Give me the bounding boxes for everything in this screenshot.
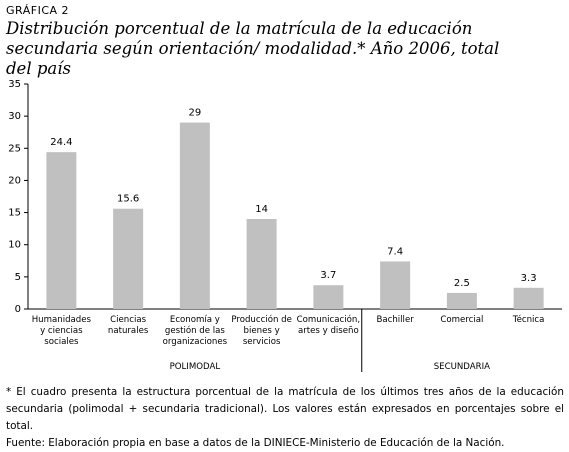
value-label: 29 [189, 108, 202, 119]
value-label: 24.4 [50, 137, 72, 148]
y-tick-label: 25 [8, 143, 21, 154]
bar [446, 292, 477, 309]
value-label: 2.5 [454, 278, 470, 289]
value-label: 3.3 [521, 273, 537, 284]
group-label: POLIMODAL [169, 362, 221, 372]
x-tick-label: Ciencias naturales [107, 315, 149, 336]
y-tick-label: 30 [8, 111, 21, 122]
x-tick-label: Técnica [512, 315, 545, 325]
x-tick-label: Producción de bienes y servicios [231, 315, 292, 347]
bar [179, 122, 210, 309]
page: {"chart_data": {"type": "bar", "label": … [6, 4, 564, 449]
chart-label: GRÁFICA 2 [6, 4, 70, 17]
x-tick-label: Humanidades y ciencias sociales [31, 315, 92, 347]
bar [380, 261, 411, 309]
value-label: 7.4 [387, 246, 403, 257]
bar [46, 152, 77, 309]
y-tick-label: 35 [8, 79, 21, 90]
y-tick-label: 15 [8, 208, 21, 219]
x-tick-label: Economía y gestión de las organizaciones [162, 315, 228, 347]
note: * El cuadro presenta la estructura porce… [6, 386, 564, 432]
x-tick-label: Bachiller [376, 315, 414, 325]
bar [113, 208, 144, 309]
bar [246, 219, 277, 309]
value-label: 3.7 [320, 270, 336, 281]
y-tick-label: 10 [8, 240, 21, 251]
bar [513, 287, 544, 309]
notes: * El cuadro presenta la estructura porce… [6, 384, 564, 452]
note: Fuente: Elaboración propia en base a dat… [6, 437, 505, 449]
chart-title: Distribución porcentual de la matrícula … [6, 19, 500, 78]
chart: 0 5 10 15 20 25 30 35 24.4 15.6 29 14 3.7 7.4 2.5 3.3 [8, 79, 562, 372]
y-tick-label: 5 [15, 272, 21, 283]
y-tick-label: 0 [15, 304, 21, 315]
value-label: 15.6 [117, 194, 139, 205]
value-label: 14 [255, 204, 268, 215]
x-tick-label: Comercial [440, 315, 484, 325]
group-label: SECUNDARIA [433, 362, 491, 372]
y-tick-label: 20 [8, 175, 21, 186]
bar [313, 285, 344, 309]
x-tick-label: Comunicación, artes y diseño [296, 315, 361, 336]
